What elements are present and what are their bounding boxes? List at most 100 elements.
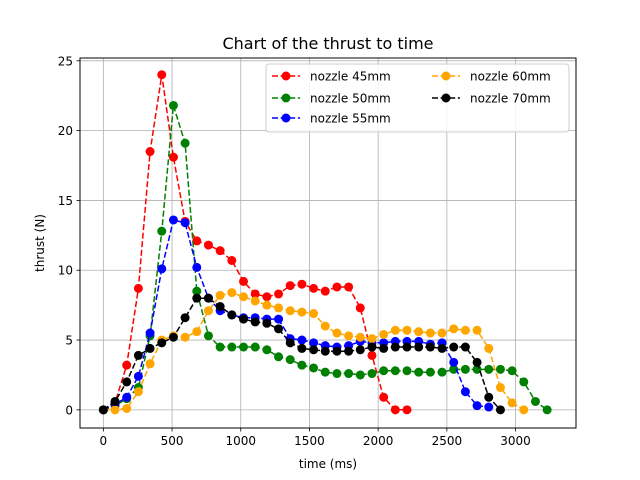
data-point-nozzle-45mm (122, 360, 132, 370)
data-point-nozzle-45mm (309, 283, 319, 293)
data-point-nozzle-70mm (355, 345, 365, 355)
data-point-nozzle-50mm (192, 286, 202, 296)
data-point-nozzle-70mm (402, 342, 412, 352)
data-point-nozzle-70mm (227, 310, 237, 320)
data-point-nozzle-60mm (460, 325, 470, 335)
data-point-nozzle-60mm (239, 292, 249, 302)
data-point-nozzle-45mm (332, 282, 342, 292)
data-point-nozzle-60mm (367, 334, 377, 344)
data-point-nozzle-70mm (297, 343, 307, 353)
data-point-nozzle-50mm (203, 331, 213, 341)
data-point-nozzle-45mm (390, 405, 400, 415)
data-point-nozzle-55mm (157, 264, 167, 274)
data-point-nozzle-70mm (192, 293, 202, 303)
series-nozzle-50mm (98, 100, 552, 415)
data-point-nozzle-50mm (542, 405, 552, 415)
data-point-nozzle-50mm (332, 369, 342, 379)
data-point-nozzle-60mm (274, 303, 284, 313)
data-point-nozzle-60mm (379, 329, 389, 339)
data-point-nozzle-60mm (227, 288, 237, 298)
data-point-nozzle-50mm (414, 367, 424, 377)
legend-marker (281, 93, 291, 103)
data-point-nozzle-45mm (262, 292, 272, 302)
data-point-nozzle-70mm (168, 332, 178, 342)
data-point-nozzle-70mm (344, 346, 354, 356)
data-point-nozzle-70mm (180, 313, 190, 323)
data-point-nozzle-55mm (472, 401, 482, 411)
data-point-nozzle-70mm (309, 345, 319, 355)
data-point-nozzle-60mm (145, 359, 155, 369)
y-tick-label: 5 (65, 334, 73, 348)
data-point-nozzle-55mm (145, 328, 155, 338)
data-point-nozzle-55mm (274, 314, 284, 324)
data-point-nozzle-60mm (507, 398, 517, 408)
data-point-nozzle-50mm (274, 352, 284, 362)
data-point-nozzle-60mm (250, 296, 260, 306)
x-axis-label: time (ms) (299, 457, 357, 471)
data-point-nozzle-50mm (180, 138, 190, 148)
data-point-nozzle-50mm (425, 367, 435, 377)
data-point-nozzle-70mm (367, 342, 377, 352)
data-point-nozzle-70mm (133, 350, 143, 360)
data-point-nozzle-50mm (495, 364, 505, 374)
x-tick-label: 2000 (363, 434, 394, 448)
data-point-nozzle-70mm (262, 318, 272, 328)
x-tick-label: 0 (100, 434, 108, 448)
data-point-nozzle-70mm (332, 346, 342, 356)
data-point-nozzle-60mm (203, 306, 213, 316)
data-point-nozzle-50mm (227, 342, 237, 352)
data-point-nozzle-60mm (519, 405, 529, 415)
data-point-nozzle-60mm (472, 325, 482, 335)
data-point-nozzle-60mm (332, 328, 342, 338)
data-point-nozzle-45mm (168, 152, 178, 162)
data-point-nozzle-50mm (507, 366, 517, 376)
data-point-nozzle-45mm (367, 350, 377, 360)
data-point-nozzle-50mm (239, 342, 249, 352)
data-point-nozzle-70mm (484, 392, 494, 402)
data-point-nozzle-55mm (309, 338, 319, 348)
y-axis-label: thrust (N) (33, 214, 47, 272)
data-point-nozzle-50mm (309, 363, 319, 373)
legend-item-nozzle-70mm: nozzle 70mm (432, 92, 551, 106)
data-point-nozzle-55mm (449, 357, 459, 367)
data-point-nozzle-50mm (484, 364, 494, 374)
data-point-nozzle-60mm (110, 405, 120, 415)
data-point-nozzle-45mm (402, 405, 412, 415)
data-point-nozzle-45mm (355, 303, 365, 313)
legend-marker (281, 71, 291, 81)
data-point-nozzle-45mm (320, 286, 330, 296)
data-point-nozzle-70mm (98, 405, 108, 415)
data-point-nozzle-70mm (379, 343, 389, 353)
legend-item-nozzle-45mm: nozzle 45mm (272, 70, 391, 84)
data-point-nozzle-60mm (180, 332, 190, 342)
data-point-nozzle-45mm (215, 246, 225, 256)
data-point-nozzle-45mm (145, 147, 155, 157)
legend-item-nozzle-50mm: nozzle 50mm (272, 92, 391, 106)
data-point-nozzle-70mm (122, 377, 132, 387)
data-point-nozzle-55mm (168, 215, 178, 225)
data-point-nozzle-70mm (390, 342, 400, 352)
data-point-nozzle-60mm (437, 328, 447, 338)
data-point-nozzle-50mm (297, 360, 307, 370)
legend-label: nozzle 55mm (310, 112, 391, 126)
data-point-nozzle-45mm (203, 240, 213, 250)
data-point-nozzle-55mm (192, 262, 202, 272)
data-point-nozzle-60mm (390, 325, 400, 335)
data-point-nozzle-45mm (344, 282, 354, 292)
data-point-nozzle-70mm (437, 343, 447, 353)
data-point-nozzle-60mm (402, 325, 412, 335)
data-point-nozzle-50mm (390, 366, 400, 376)
data-point-nozzle-55mm (122, 392, 132, 402)
series-line-nozzle-55mm (103, 219, 489, 411)
data-point-nozzle-60mm (320, 321, 330, 331)
data-point-nozzle-60mm (355, 332, 365, 342)
data-point-nozzle-60mm (215, 290, 225, 300)
data-point-nozzle-45mm (157, 70, 167, 80)
data-point-nozzle-70mm (472, 357, 482, 367)
data-point-nozzle-60mm (262, 300, 272, 310)
data-point-nozzle-50mm (449, 364, 459, 374)
data-point-nozzle-70mm (274, 324, 284, 334)
series-layer (98, 70, 552, 415)
data-point-nozzle-55mm (460, 387, 470, 397)
